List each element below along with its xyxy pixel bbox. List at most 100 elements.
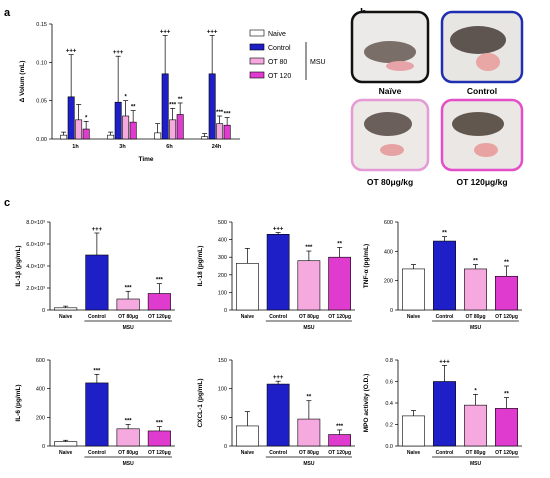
y-tick-label: 600: [384, 220, 393, 226]
significance-mark: **: [307, 395, 312, 401]
bar: [297, 418, 321, 447]
x-tick-label: OT 120μg: [495, 314, 518, 320]
photo-grid: Naïve Control OT 80μg/kg OT 120μg/kg: [350, 10, 524, 187]
mouse-body: [364, 112, 412, 136]
y-tick-label: 100: [218, 290, 227, 296]
legend-group-label: MSU: [310, 59, 326, 66]
y-axis-title: CXCL-1 (pg/mL): [197, 378, 204, 427]
bar: [208, 73, 216, 140]
bar: [67, 96, 75, 140]
significance-mark: +++: [439, 359, 450, 365]
x-tick-label: Control: [269, 314, 287, 320]
legend-label-ot80: OT 80: [268, 59, 287, 66]
bar: [116, 298, 140, 311]
y-tick-label: 100: [218, 387, 227, 393]
photo-ot80: [350, 98, 430, 172]
x-tick-label: Control: [436, 450, 454, 456]
bar: [147, 293, 171, 311]
legend-swatch-ot80: [249, 57, 265, 65]
y-tick-label: 200: [384, 279, 393, 285]
x-tick-label: OT 120μg: [148, 450, 171, 456]
bar: [464, 404, 487, 447]
y-axis-title: IL-18 (pg/mL): [197, 246, 204, 287]
legend: Naive Control OT 80 OT 120 MSU: [249, 29, 326, 80]
chart-il6: 0 200 400 600 Naive *** Control *** OT 80μg *** OT…: [15, 358, 175, 467]
y-tick-label: 6.0×10³: [26, 242, 45, 248]
y-tick-label: 300: [218, 255, 227, 261]
bar: [176, 114, 184, 140]
x-tick-label: OT 80μg: [299, 314, 319, 320]
y-tick-label: 0.2: [385, 423, 393, 429]
bar: [154, 132, 162, 140]
y-tick-label: 400: [384, 249, 393, 255]
bar: [328, 256, 351, 311]
bar: [266, 383, 290, 447]
x-tick-label: OT 120μg: [328, 314, 351, 320]
y-tick-label: 0: [42, 444, 45, 450]
chart-mpo: 0.0 0.2 0.4 0.6 0.8 Naive +++ Control * OT 80μg **…: [363, 358, 522, 467]
y-tick-label: 2.0×10³: [26, 286, 45, 292]
significance-mark: ***: [156, 278, 164, 284]
group-label: MSU: [470, 325, 482, 331]
bar: [495, 275, 518, 311]
significance-mark: ***: [125, 285, 133, 291]
y-tick-label: 0.8: [385, 358, 393, 364]
y-tick-label: 0: [390, 308, 393, 314]
x-tick-label: OT 120μg: [328, 450, 351, 456]
legend-label-control: Control: [268, 45, 291, 52]
group-label: MSU: [303, 461, 315, 467]
bar: [54, 307, 78, 311]
y-tick-label: 150: [218, 358, 227, 364]
significance-mark: ***: [305, 245, 313, 251]
bar: [223, 124, 231, 140]
panel-label-a: a: [4, 7, 11, 19]
significance-mark: **: [178, 97, 183, 103]
x-tick-label: Naive: [241, 314, 255, 320]
mouse-body: [364, 41, 416, 63]
x-tick-label: Naive: [407, 450, 421, 456]
y-tick-label: 400: [218, 238, 227, 244]
x-tick-label: OT 120μg: [148, 314, 171, 320]
photo-naive: [350, 10, 430, 84]
y-tick-label: 400: [36, 387, 45, 393]
photo-caption-ot80: OT 80μg/kg: [367, 177, 413, 187]
bar: [236, 425, 259, 447]
chart-il1b: 0 2.0×10³ 4.0×10³ 6.0×10³ 8.0×10³ Naive +++ Con…: [15, 220, 175, 331]
legend-label-naive: Naive: [268, 31, 286, 38]
bar: [266, 234, 290, 311]
chart-a: 0.000.050.100.151h+++*3h+++***6h+++*****…: [19, 22, 240, 163]
significance-mark: **: [504, 260, 509, 266]
y-tick-label: 200: [36, 415, 45, 421]
y-tick-label: 500: [218, 220, 227, 226]
photo-control: [440, 10, 524, 84]
legend-label-ot120: OT 120: [268, 73, 291, 80]
group-label: MSU: [470, 461, 482, 467]
bar: [297, 260, 321, 311]
mouse-paw: [380, 144, 404, 156]
y-tick-label: 0.15: [36, 22, 47, 28]
x-axis-title: Time: [138, 156, 153, 163]
y-tick-label: 0: [42, 308, 45, 314]
chart-tnfa: 0 200 400 600 Naive ** Control ** OT 80μg ** OT 12…: [363, 220, 522, 331]
y-tick-label: 4.0×10³: [26, 264, 45, 270]
y-tick-label: 200: [218, 273, 227, 279]
bar: [464, 268, 487, 311]
bar: [85, 382, 109, 447]
legend-swatch-ot120: [249, 71, 265, 79]
significance-mark: ***: [169, 102, 177, 108]
x-tick-label: Control: [88, 450, 106, 456]
chart-il18: 0 100 200 300 400 500 Naive +++ Control *** OT 80μ…: [197, 220, 355, 331]
x-tick-label: Naive: [241, 450, 255, 456]
significance-mark: +++: [113, 50, 124, 56]
bar: [216, 123, 224, 140]
x-tick-label: Control: [436, 314, 454, 320]
significance-mark: *: [85, 115, 88, 121]
mouse-body: [452, 112, 504, 136]
photo-caption-naive: Naïve: [379, 86, 402, 96]
significance-mark: +++: [273, 375, 284, 381]
significance-mark: +++: [92, 227, 103, 233]
significance-mark: +++: [273, 227, 284, 233]
bar: [54, 441, 78, 447]
x-tick-label: Control: [269, 450, 287, 456]
